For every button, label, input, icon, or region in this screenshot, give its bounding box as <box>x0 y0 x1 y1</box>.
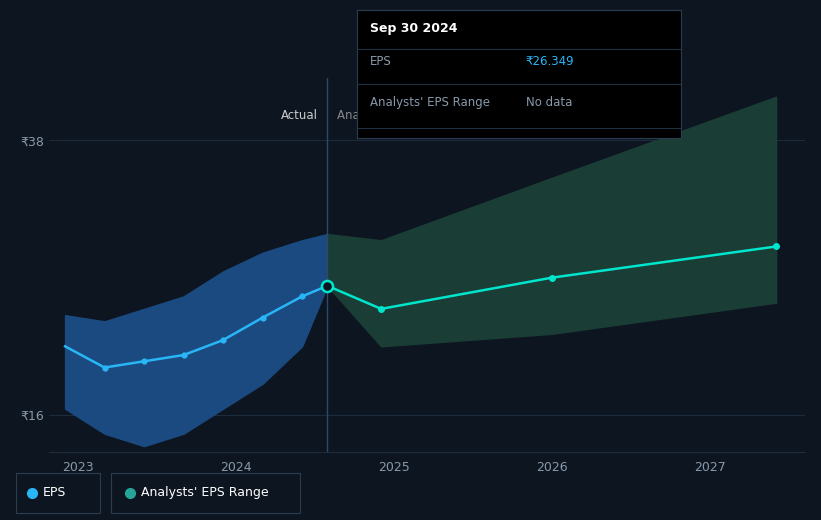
FancyBboxPatch shape <box>111 473 300 513</box>
Text: Sep 30 2024: Sep 30 2024 <box>370 22 457 35</box>
Text: Analysts' EPS Range: Analysts' EPS Range <box>370 96 490 109</box>
Text: Analysts' EPS Range: Analysts' EPS Range <box>141 486 268 499</box>
Text: No data: No data <box>525 96 572 109</box>
Text: Analysts Forecasts: Analysts Forecasts <box>337 109 447 122</box>
FancyBboxPatch shape <box>16 473 99 513</box>
Text: ₹26.349: ₹26.349 <box>525 55 575 68</box>
Text: EPS: EPS <box>370 55 392 68</box>
Text: EPS: EPS <box>43 486 67 499</box>
Text: Actual: Actual <box>281 109 318 122</box>
